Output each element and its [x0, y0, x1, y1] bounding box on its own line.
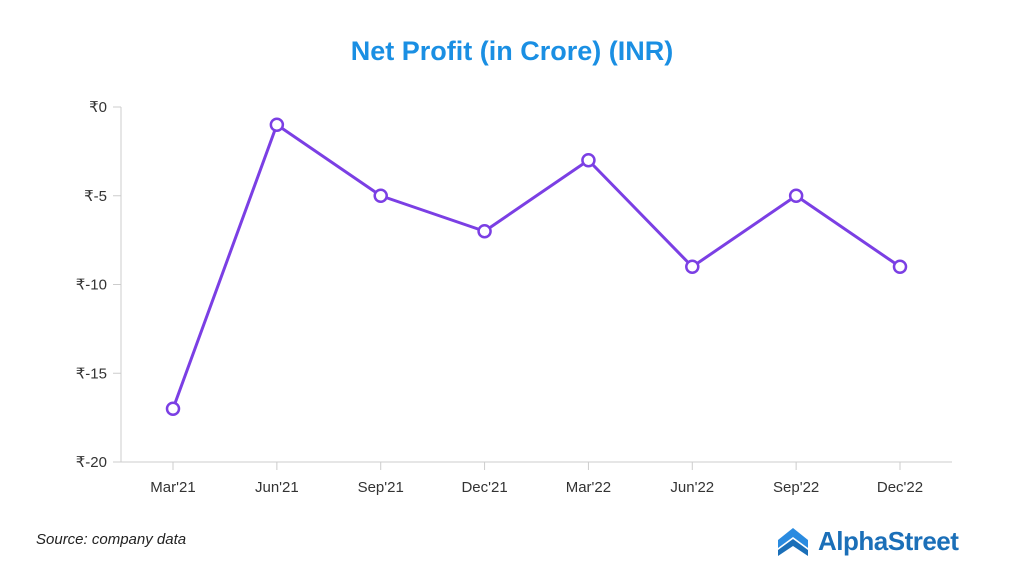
data-point: [165, 401, 181, 416]
x-tick-label: Jun'21: [255, 479, 299, 496]
brand-name: AlphaStreet: [818, 525, 959, 556]
source-note: Source: company data: [36, 531, 187, 548]
brand-logo: AlphaStreet: [776, 524, 959, 558]
series-layer: [165, 117, 908, 416]
data-point: [685, 259, 700, 274]
ticks: ₹0 ₹-5 ₹-10 ₹-15 ₹-20 Mar'21 Jun'21 Sep'21 Dec'2…: [76, 99, 923, 496]
x-tick-label: Dec'21: [461, 479, 507, 496]
x-tick-label: Mar'21: [150, 479, 195, 496]
y-tick-label: ₹-5: [84, 188, 107, 205]
y-tick-label: ₹-20: [76, 454, 107, 471]
x-tick-label: Dec'22: [877, 479, 923, 496]
x-tick-label: Sep'21: [358, 479, 404, 496]
x-tick-label: Sep'22: [773, 479, 819, 496]
x-tick-label: Jun'22: [670, 479, 714, 496]
y-tick-label: ₹-15: [76, 365, 107, 382]
alphastreet-logo-icon: [778, 528, 808, 556]
data-point: [477, 224, 492, 239]
data-point: [373, 188, 388, 203]
data-point: [269, 117, 285, 132]
data-point: [581, 153, 596, 168]
data-point: [892, 259, 908, 274]
series-line: [171, 123, 901, 410]
data-point: [788, 188, 804, 203]
y-tick-label: ₹-10: [76, 277, 107, 294]
axes: [120, 107, 952, 463]
y-tick-label: ₹0: [89, 99, 107, 116]
chart-title: Net Profit (in Crore) (INR): [350, 36, 674, 66]
x-tick-label: Mar'22: [566, 479, 611, 496]
